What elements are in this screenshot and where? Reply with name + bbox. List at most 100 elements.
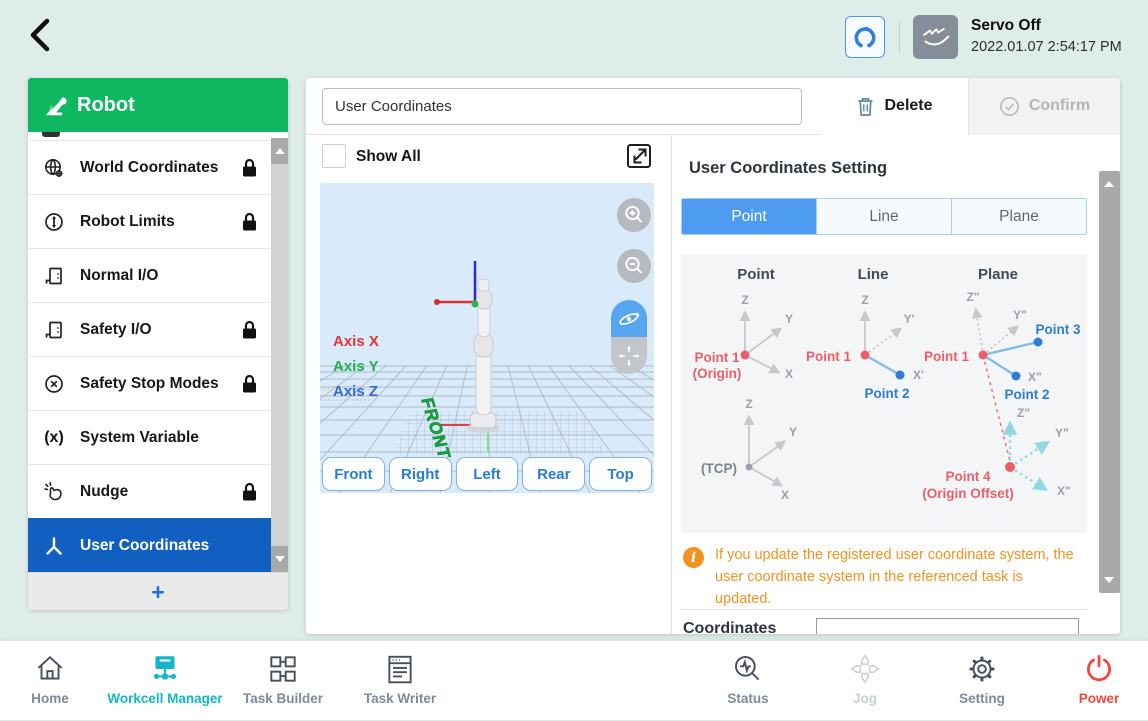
svg-text:Z": Z" xyxy=(966,290,979,304)
zoom-out-button[interactable] xyxy=(617,249,651,283)
status-icon xyxy=(735,656,760,681)
globe-icon xyxy=(41,156,67,180)
nav-status[interactable]: Status xyxy=(688,641,808,721)
sidebar-item-robot-limits[interactable]: Robot Limits xyxy=(28,194,288,248)
info-text: If you update the registered user coordi… xyxy=(715,547,1074,607)
tab-line[interactable]: Line xyxy=(816,199,951,234)
trash-icon xyxy=(858,97,873,116)
view-right-button[interactable]: Right xyxy=(388,457,452,491)
diagram-point-figure: Z Y X Point 1 (Origin) xyxy=(693,293,793,381)
lock-icon xyxy=(240,157,259,178)
svg-text:Y: Y xyxy=(785,312,793,326)
scrolled-item-sliver xyxy=(28,132,288,140)
nav-setting[interactable]: Setting xyxy=(922,641,1042,721)
svg-text:Point 1: Point 1 xyxy=(924,349,969,364)
diagram-origin-offset-figure: Z" Y" X" Point 4 (Origin Offset) xyxy=(922,406,1070,501)
sidebar-item-label: Normal I/O xyxy=(80,266,159,284)
rotate-3d-icon xyxy=(619,311,640,325)
scroll-down-button[interactable] xyxy=(271,546,288,572)
robot-icon xyxy=(45,97,67,116)
nav-task-writer[interactable]: Task Writer xyxy=(340,641,460,721)
sidebar-item-user-coordinates[interactable]: User Coordinates xyxy=(28,518,288,572)
home-icon xyxy=(37,656,63,680)
view-top-button[interactable]: Top xyxy=(589,457,652,491)
main-panel: Delete Confirm Show All xyxy=(306,78,1120,634)
lock-icon xyxy=(240,481,259,502)
svg-text:X: X xyxy=(785,367,793,381)
nav-jog[interactable]: Jog xyxy=(805,641,925,721)
sidebar-header: Robot xyxy=(28,78,288,132)
fullscreen-button[interactable] xyxy=(623,140,655,172)
pan-mode-button[interactable] xyxy=(611,337,647,374)
zoom-in-button[interactable] xyxy=(617,198,651,232)
hand-icon xyxy=(922,28,949,46)
hand-guiding-indicator[interactable] xyxy=(913,15,958,59)
diagram-plane-header: Plane xyxy=(978,266,1018,283)
tab-point[interactable]: Point xyxy=(682,199,816,234)
show-all-checkbox[interactable] xyxy=(322,144,346,168)
back-button[interactable] xyxy=(22,14,60,56)
jog-icon xyxy=(850,654,880,684)
pan-icon xyxy=(618,345,640,366)
lock-icon xyxy=(240,319,259,340)
view-left-button[interactable]: Left xyxy=(455,457,519,491)
cockpit-button[interactable] xyxy=(845,16,885,58)
add-coordinate-button[interactable]: + xyxy=(28,572,288,610)
scroll-down-arrow[interactable] xyxy=(1104,577,1114,583)
setting-gear-icon xyxy=(969,656,995,682)
sidebar-scrollbar[interactable] xyxy=(271,138,288,572)
diagram-point-header: Point xyxy=(737,266,775,283)
robot-sidebar: Robot World Coordinates Robot Limi xyxy=(28,78,288,610)
nav-home[interactable]: Home xyxy=(0,641,110,721)
delete-button[interactable]: Delete xyxy=(821,78,968,135)
coordinate-name-input[interactable] xyxy=(322,87,802,125)
io-icon xyxy=(41,264,67,288)
svg-text:Y": Y" xyxy=(1055,426,1069,440)
tab-plane[interactable]: Plane xyxy=(951,199,1086,234)
coordinate-type-tabs: Point Line Plane xyxy=(681,198,1087,235)
settings-scrollbar[interactable] xyxy=(1099,171,1120,593)
io-icon xyxy=(41,318,67,342)
coordinates-field-input[interactable] xyxy=(816,618,1079,634)
check-circle-icon xyxy=(999,96,1019,116)
sidebar-item-normal-io[interactable]: Normal I/O xyxy=(28,248,288,302)
svg-text:Y': Y' xyxy=(904,312,915,326)
sidebar-item-world-coordinates[interactable]: World Coordinates xyxy=(28,140,288,194)
task-builder-icon xyxy=(270,656,296,682)
nav-workcell-manager[interactable]: Workcell Manager xyxy=(105,641,225,721)
svg-text:X": X" xyxy=(1028,370,1042,384)
rotate-mode-button[interactable] xyxy=(611,300,647,337)
sidebar-item-safety-io[interactable]: Safety I/O xyxy=(28,302,288,356)
sidebar-item-label: Safety Stop Modes xyxy=(80,374,219,392)
settings-divider xyxy=(681,609,1087,610)
sidebar-item-nudge[interactable]: Nudge xyxy=(28,464,288,518)
sidebar-item-label: Robot Limits xyxy=(80,212,175,230)
sidebar-item-system-variable[interactable]: (x) System Variable xyxy=(28,410,288,464)
sidebar-item-label: World Coordinates xyxy=(80,158,219,176)
sidebar-item-safety-stop-modes[interactable]: Safety Stop Modes xyxy=(28,356,288,410)
view-rear-button[interactable]: Rear xyxy=(522,457,586,491)
axis-x-label: Axis X xyxy=(333,333,379,350)
zoom-out-icon xyxy=(625,256,643,274)
view-front-button[interactable]: Front xyxy=(322,457,385,491)
sidebar-item-label: System Variable xyxy=(80,428,199,446)
svg-text:Point 2: Point 2 xyxy=(864,386,909,401)
grid-dashed-lines xyxy=(320,378,382,401)
info-message: i If you update the registered user coor… xyxy=(683,545,1075,610)
plus-icon: + xyxy=(151,579,165,605)
svg-text:Y: Y xyxy=(789,425,797,439)
robot-3d-viewer[interactable]: FRONT Axis X Axis Y Axis Z xyxy=(320,183,654,493)
nav-power[interactable]: Power xyxy=(1039,641,1148,721)
stop-circle-icon xyxy=(41,372,67,396)
scroll-up-button[interactable] xyxy=(271,138,288,164)
svg-text:X": X" xyxy=(1057,484,1071,498)
svg-text:Point 3: Point 3 xyxy=(1035,322,1080,337)
scroll-up-arrow[interactable] xyxy=(1104,181,1114,187)
workspace-grid-patch xyxy=(392,411,606,455)
svg-text:Point 2: Point 2 xyxy=(1004,387,1049,402)
nav-task-builder[interactable]: Task Builder xyxy=(223,641,343,721)
axis-z-label: Axis Z xyxy=(333,383,378,400)
sidebar-item-label: Nudge xyxy=(80,482,129,500)
confirm-button-disabled[interactable]: Confirm xyxy=(969,78,1120,135)
lock-icon xyxy=(240,211,259,232)
